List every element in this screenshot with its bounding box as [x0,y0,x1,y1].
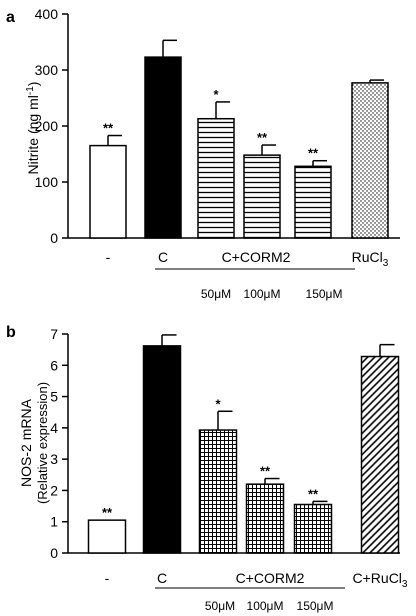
group-sublabel: 150μM [297,599,334,613]
bar [198,429,238,554]
group-sublabel: 100μM [247,599,284,613]
x-tick-label: - [106,249,111,265]
panel-label: b [6,324,16,341]
panel-b: b NOS-2 mRNA (Relative expression) 0 1 2 3 4… [6,324,408,613]
y-axis-label: (Relative expression) [35,382,50,504]
x-tick-label: RuCl3 [352,249,389,269]
significance-label: * [215,396,221,411]
significance-label: ** [102,505,113,520]
significance-label: ** [308,146,319,161]
group-sublabel: 50μM [201,287,231,301]
axes: 0 100 200 300 400 [35,6,400,246]
y-axis-label: Nitrite (ng ml-1) [25,82,41,175]
x-tick-label: C+RuCl3 [353,570,408,590]
significance-label: ** [260,464,271,479]
x-tick-label: C [158,249,168,265]
bar [245,483,285,554]
bars: ******* [87,334,400,554]
panel-label: a [6,9,15,26]
y-tick-label: 300 [35,62,59,78]
y-tick-label: 3 [50,451,58,467]
group-label: C+CORM2 [222,249,291,265]
bar [293,503,333,554]
significance-label: ** [257,130,268,145]
group-sublabel: 150μM [306,287,343,301]
bar [243,154,281,239]
group-sublabel: 100μM [244,287,281,301]
bar [197,117,235,239]
x-labels: - C RuCl3 [106,249,389,269]
y-tick-label: 400 [35,6,59,22]
bar [294,165,332,239]
y-tick-label: 7 [50,326,58,342]
significance-label: ** [308,486,319,501]
y-tick-label: 6 [50,357,58,373]
y-tick-label: 5 [50,389,58,405]
bar [351,82,389,239]
x-tick-label: C [157,570,167,586]
x-tick-label: - [105,570,110,586]
x-labels: - C C+RuCl3 [105,570,408,590]
bar [142,345,182,554]
y-tick-label: 0 [50,545,58,561]
y-tick-label: 4 [50,420,58,436]
significance-label: ** [103,121,114,136]
bar [87,519,127,554]
bar [360,355,400,554]
y-axis-label: NOS-2 mRNA [18,398,34,487]
y-tick-label: 100 [35,174,59,190]
y-tick-label: 1 [50,514,58,530]
bar [144,56,182,239]
significance-label: * [213,87,219,102]
group-label: C+CORM2 [236,570,305,586]
bar [89,144,127,239]
y-tick-label: 2 [50,482,58,498]
y-tick-label: 0 [50,230,58,246]
bars: ******* [89,39,389,239]
y-tick-label: 200 [35,118,59,134]
group-sublabel: 50μM [205,599,235,613]
